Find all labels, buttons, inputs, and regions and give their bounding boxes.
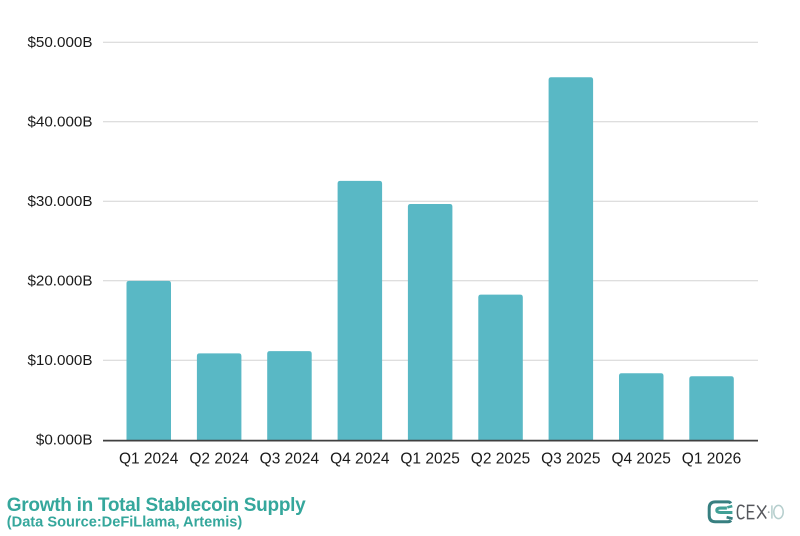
svg-text:Q3 2024: Q3 2024 <box>260 451 320 468</box>
svg-text:$20.000B: $20.000B <box>27 273 92 290</box>
svg-text:$30.000B: $30.000B <box>27 193 92 210</box>
svg-text:Q1 2024: Q1 2024 <box>119 451 179 468</box>
svg-text:(Data Source:DeFiLlama, Artemi: (Data Source:DeFiLlama, Artemis) <box>7 514 243 530</box>
svg-text:Q1 2025: Q1 2025 <box>400 451 459 468</box>
svg-text:Growth in Total Stablecoin Sup: Growth in Total Stablecoin Supply <box>7 495 306 516</box>
svg-text:Q1 2026: Q1 2026 <box>682 451 741 468</box>
svg-text:Q4 2025: Q4 2025 <box>611 451 670 468</box>
svg-text:Q2 2025: Q2 2025 <box>471 451 530 468</box>
svg-text:$40.000B: $40.000B <box>27 114 92 131</box>
svg-text:$10.000B: $10.000B <box>27 352 92 369</box>
svg-text:$0.000B: $0.000B <box>36 432 93 449</box>
svg-text:Q3 2025: Q3 2025 <box>541 451 600 468</box>
svg-text:Q2 2024: Q2 2024 <box>189 451 249 468</box>
svg-text:Q4 2024: Q4 2024 <box>330 451 390 468</box>
svg-text:$50.000B: $50.000B <box>27 34 92 51</box>
